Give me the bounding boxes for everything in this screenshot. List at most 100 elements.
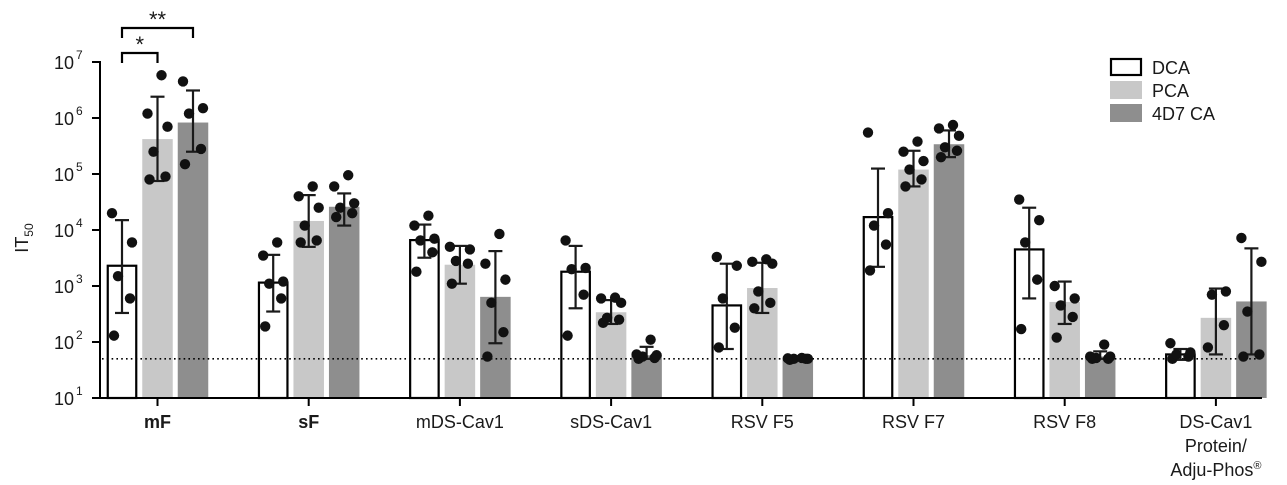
- data-point-0-0-4: [106, 207, 118, 219]
- data-point-6-0-2: [1019, 237, 1031, 248]
- data-point-0-1-2: [148, 146, 159, 157]
- data-point-4-0-1: [729, 322, 740, 333]
- data-point-6-1-1: [1067, 311, 1078, 323]
- data-point-2-2-4: [480, 258, 491, 269]
- data-point-0-0-3: [126, 237, 138, 248]
- data-point-7-1-1: [1218, 319, 1230, 331]
- data-point-2-0-4: [409, 220, 420, 231]
- data-point-4-0-3: [731, 260, 742, 271]
- legend: DCA PCA 4D7 CA: [1109, 57, 1215, 124]
- data-point-5-2-0: [935, 151, 947, 163]
- data-point-3-2-3: [651, 350, 662, 361]
- data-point-0-0-2: [112, 270, 124, 282]
- data-point-5-1-0: [900, 181, 911, 192]
- data-point-5-2-3: [953, 130, 965, 142]
- category-label-7-line-0: DS-Cav1: [1179, 412, 1252, 432]
- data-point-7-0-2: [1171, 349, 1182, 360]
- data-point-1-0-5: [272, 237, 283, 248]
- legend-label-1: PCA: [1152, 81, 1189, 101]
- data-point-6-0-4: [1014, 194, 1025, 205]
- y-tick-exponent-2: 3: [76, 272, 83, 286]
- data-point-7-1-2: [1206, 289, 1218, 300]
- error-bar-0-0: [115, 219, 129, 315]
- data-point-5-2-5: [947, 119, 959, 131]
- category-label-6-line-0: RSV F8: [1033, 412, 1096, 432]
- data-point-6-2-4: [1085, 351, 1096, 362]
- bar-4-2: [782, 358, 814, 398]
- data-point-2-1-3: [464, 244, 476, 255]
- y-tick-label-2: 10: [54, 277, 74, 297]
- y-tick-label-5: 10: [54, 109, 74, 129]
- legend-swatch-0: [1109, 57, 1143, 77]
- data-point-0-2-1: [195, 143, 207, 155]
- data-point-1-2-5: [343, 170, 354, 181]
- legend-item-1: PCA: [1110, 81, 1189, 101]
- data-point-5-1-5: [912, 136, 923, 147]
- data-point-3-0-2: [566, 263, 577, 275]
- bar-5-2: [933, 144, 965, 398]
- data-point-6-1-2: [1055, 300, 1066, 311]
- data-point-3-1-4: [595, 293, 607, 304]
- data-point-1-1-2: [299, 220, 310, 231]
- data-point-4-0-2: [717, 293, 728, 304]
- error-bar-3-0: [568, 244, 583, 310]
- category-label-4-line-0: RSV F5: [731, 412, 794, 432]
- data-point-4-0-0: [713, 342, 724, 353]
- category-label-3-line-0: sDS-Cav1: [570, 412, 652, 432]
- data-point-2-1-0: [446, 278, 458, 289]
- data-point-0-1-0: [144, 174, 155, 185]
- data-point-4-0-4: [711, 251, 722, 263]
- data-point-0-1-1: [160, 171, 171, 182]
- data-point-5-1-2: [904, 164, 915, 175]
- data-point-6-0-1: [1032, 274, 1043, 285]
- significance-label: **: [149, 7, 167, 32]
- data-point-5-2-4: [933, 123, 945, 134]
- data-point-3-2-4: [631, 349, 642, 360]
- data-point-3-1-1: [613, 314, 625, 325]
- data-point-0-1-3: [162, 121, 173, 132]
- significance-label: *: [135, 32, 144, 57]
- y-axis-title-subscript: 50: [22, 223, 36, 237]
- data-point-2-2-5: [494, 228, 505, 240]
- data-point-7-2-4: [1236, 232, 1247, 244]
- data-point-1-1-5: [307, 181, 318, 192]
- data-point-7-1-3: [1220, 286, 1232, 297]
- y-tick-exponent-1: 2: [76, 328, 83, 342]
- data-point-2-2-1: [498, 326, 509, 338]
- data-point-1-0-0: [260, 321, 271, 332]
- data-point-2-0-0: [411, 266, 422, 277]
- data-point-6-0-0: [1016, 323, 1027, 335]
- significance-bracket-1: *: [120, 32, 159, 63]
- data-point-1-1-3: [313, 202, 324, 213]
- registered-mark: ®: [1253, 460, 1261, 472]
- significance-bracket-0: **: [120, 7, 195, 38]
- data-point-1-2-2: [335, 202, 346, 213]
- data-point-6-1-3: [1069, 293, 1080, 304]
- legend-swatch-1: [1110, 81, 1142, 99]
- data-point-4-2-4: [782, 353, 793, 364]
- data-points-layer: [106, 70, 1267, 366]
- data-point-2-0-5: [423, 210, 434, 221]
- category-label-0-line-0: mF: [144, 412, 171, 432]
- y-tick-label-1: 10: [54, 333, 74, 353]
- legend-label-0: DCA: [1152, 58, 1190, 78]
- data-point-0-2-0: [179, 158, 191, 170]
- data-point-0-1-4: [142, 108, 153, 119]
- data-point-5-1-1: [916, 174, 927, 185]
- data-point-2-1-1: [462, 258, 474, 269]
- data-point-1-0-1: [276, 293, 287, 304]
- data-point-7-2-2: [1242, 306, 1253, 317]
- y-tick-label-4: 10: [54, 165, 74, 185]
- data-point-0-0-0: [108, 330, 120, 341]
- category-label-5-line-0: RSV F7: [882, 412, 945, 432]
- data-point-7-2-3: [1256, 256, 1267, 268]
- y-axis-title: IT50: [12, 223, 36, 253]
- y-tick-exponent-6: 7: [76, 48, 83, 62]
- data-point-6-0-3: [1034, 214, 1045, 226]
- data-point-1-1-4: [293, 191, 304, 202]
- data-point-7-0-3: [1185, 347, 1196, 358]
- bar-1-2: [328, 206, 360, 398]
- bar-2-0: [409, 239, 440, 400]
- data-point-1-1-0: [295, 237, 306, 248]
- data-point-5-2-2: [939, 142, 951, 153]
